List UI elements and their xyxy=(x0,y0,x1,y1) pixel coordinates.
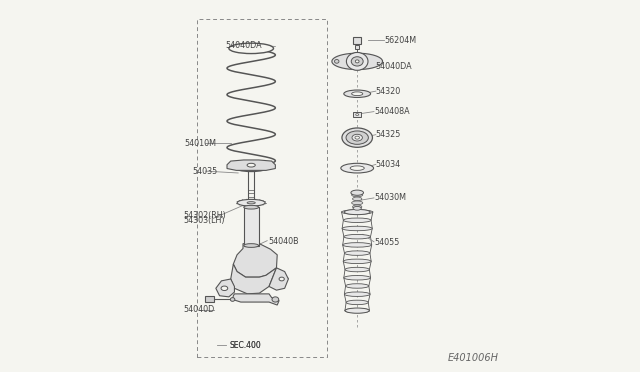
Text: 54010M: 54010M xyxy=(184,139,216,148)
Ellipse shape xyxy=(272,297,278,302)
Ellipse shape xyxy=(352,134,362,141)
Ellipse shape xyxy=(343,218,371,222)
Polygon shape xyxy=(232,294,279,305)
Ellipse shape xyxy=(335,60,339,63)
Text: 54302(RH): 54302(RH) xyxy=(184,211,226,220)
Ellipse shape xyxy=(344,90,371,97)
Ellipse shape xyxy=(356,114,358,116)
Text: 56204M: 56204M xyxy=(384,36,416,45)
Ellipse shape xyxy=(342,128,372,147)
Ellipse shape xyxy=(345,308,369,313)
Ellipse shape xyxy=(344,276,371,280)
Text: SEC.400: SEC.400 xyxy=(230,341,262,350)
Text: 54030M: 54030M xyxy=(374,193,406,202)
Text: 54040DA: 54040DA xyxy=(376,62,412,71)
Ellipse shape xyxy=(353,205,362,209)
Ellipse shape xyxy=(279,277,284,281)
Ellipse shape xyxy=(247,163,255,167)
FancyBboxPatch shape xyxy=(353,112,361,117)
FancyBboxPatch shape xyxy=(353,37,361,44)
Text: 540408A: 540408A xyxy=(374,107,410,116)
Text: 54040D: 54040D xyxy=(184,305,215,314)
Ellipse shape xyxy=(345,308,369,313)
Ellipse shape xyxy=(234,163,268,171)
Ellipse shape xyxy=(351,190,364,195)
Ellipse shape xyxy=(230,298,235,301)
Ellipse shape xyxy=(351,201,363,205)
Ellipse shape xyxy=(229,43,273,54)
Polygon shape xyxy=(216,279,234,297)
Ellipse shape xyxy=(342,243,372,247)
Ellipse shape xyxy=(344,234,371,239)
Ellipse shape xyxy=(244,244,259,247)
Text: 54040B: 54040B xyxy=(268,237,298,246)
FancyBboxPatch shape xyxy=(355,45,360,49)
Ellipse shape xyxy=(342,210,373,214)
Text: 54035: 54035 xyxy=(193,167,218,176)
Ellipse shape xyxy=(350,166,364,170)
Text: 54325: 54325 xyxy=(376,130,401,139)
Ellipse shape xyxy=(237,199,265,206)
Ellipse shape xyxy=(346,284,369,288)
Text: 54303(LH): 54303(LH) xyxy=(184,216,225,225)
Ellipse shape xyxy=(344,209,370,215)
Ellipse shape xyxy=(351,57,363,66)
Text: SEC.400: SEC.400 xyxy=(230,341,262,350)
Polygon shape xyxy=(332,53,383,70)
Ellipse shape xyxy=(345,267,369,272)
Ellipse shape xyxy=(221,286,228,291)
Ellipse shape xyxy=(342,226,372,231)
Text: E401006H: E401006H xyxy=(447,353,499,363)
Ellipse shape xyxy=(353,206,362,210)
Ellipse shape xyxy=(346,131,369,144)
Polygon shape xyxy=(269,268,289,290)
Ellipse shape xyxy=(346,52,368,70)
Ellipse shape xyxy=(247,202,255,204)
Ellipse shape xyxy=(353,197,362,201)
Ellipse shape xyxy=(344,251,370,255)
Ellipse shape xyxy=(341,163,374,173)
Polygon shape xyxy=(234,244,277,277)
FancyBboxPatch shape xyxy=(244,207,259,246)
Polygon shape xyxy=(227,160,275,170)
Text: 54320: 54320 xyxy=(376,87,401,96)
Ellipse shape xyxy=(355,136,360,139)
Text: 54055: 54055 xyxy=(374,238,399,247)
Ellipse shape xyxy=(346,300,368,305)
Ellipse shape xyxy=(351,92,363,96)
FancyBboxPatch shape xyxy=(205,296,214,302)
Ellipse shape xyxy=(343,259,371,264)
Text: 54034: 54034 xyxy=(376,160,401,169)
Ellipse shape xyxy=(355,60,359,63)
Polygon shape xyxy=(231,264,276,294)
Ellipse shape xyxy=(351,193,363,197)
Ellipse shape xyxy=(244,205,259,209)
Ellipse shape xyxy=(344,292,370,296)
Text: 54040DA: 54040DA xyxy=(226,41,262,50)
